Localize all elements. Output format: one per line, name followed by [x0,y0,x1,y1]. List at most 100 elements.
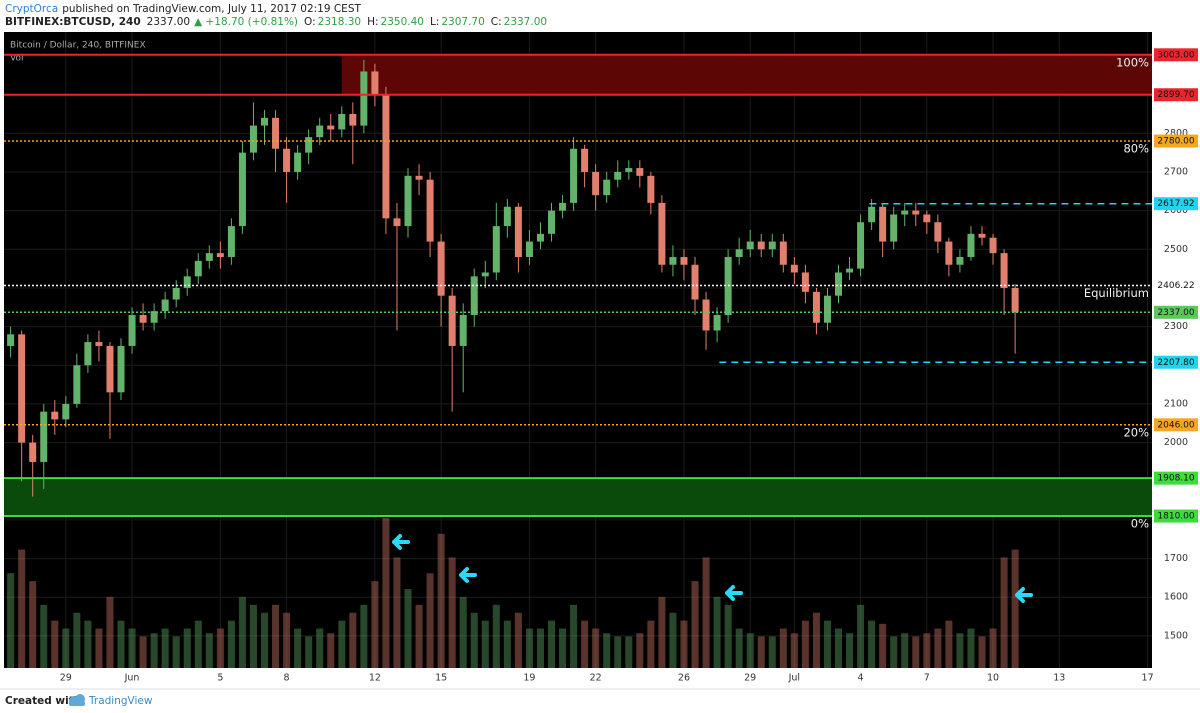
candle-body [525,241,533,258]
candle-body [757,241,765,250]
arrow [1015,587,1033,603]
y-tick-label: 2700 [1164,166,1188,177]
level-note: 80% [1123,142,1149,156]
candle-body [183,276,191,288]
volume-bar [890,636,898,668]
price-tag [1154,305,1198,319]
ohlc-key: O: [304,16,316,28]
volume-bar [437,533,445,668]
x-tick-label: 8 [284,673,290,684]
candle-body [117,345,125,393]
volume-bar [525,628,533,668]
ohlc-value: 2318.30 [318,16,361,28]
arrow [392,534,410,550]
x-axis-area [0,668,1200,688]
volume-bar [989,628,997,668]
candle-body [548,210,556,234]
price-tag-label: 2337.00 [1157,308,1194,318]
volume-bar [857,604,865,668]
author[interactable]: CryptOrca [5,3,58,15]
volume-bar [757,636,765,668]
volume-bar [669,612,677,668]
volume-bar [261,612,269,668]
volume-bar [238,596,246,668]
price-tag [1154,418,1198,432]
volume-bar [945,620,953,668]
price-tag-label: 2899.70 [1157,90,1194,100]
volume-bar [216,628,224,668]
volume-bar [415,604,423,668]
candle-body [868,206,876,223]
volume-bar [702,557,710,668]
candle-body [283,148,291,172]
candle-body [503,206,511,227]
candle-body [779,241,787,265]
candle-body [912,210,920,215]
candle-body [890,214,898,242]
candle-body [1000,253,1008,288]
arrow [459,567,477,583]
volume-bar [40,604,48,668]
volume-bar [1011,549,1019,668]
volume-bar [636,633,644,668]
level-note: Equilibrium [1084,286,1149,300]
candle-body [327,125,335,130]
candle-body [29,442,37,462]
candle-body [823,295,831,323]
ohlc-key: C: [491,16,502,28]
volume-bar [603,633,611,668]
volume-bar [559,628,567,668]
volume-bar [481,620,489,668]
candle-body [51,411,59,420]
candle-body [801,272,809,292]
candle-body [581,148,589,172]
zone [4,478,1152,517]
candle-body [150,311,158,323]
x-tick-label: 13 [1053,673,1065,684]
volume-bar [823,620,831,668]
candle-body [415,175,423,180]
price-tag-label: 1810.00 [1157,512,1194,522]
volume-bar [978,636,986,668]
volume-bar [956,633,964,668]
volume-bar [283,612,291,668]
last-price: 2337.00 [147,16,190,28]
candle-body [437,241,445,296]
volume-bar [183,628,191,668]
candle-body [857,222,865,269]
volume-bar [51,620,59,668]
volume-bar [316,628,324,668]
volume-bar [249,604,257,668]
candle-body [680,257,688,265]
volume-bar [1000,557,1008,668]
volume-bar [404,589,412,668]
volume-bar [161,628,169,668]
volume-bar [570,604,578,668]
volume-bar [205,633,213,668]
ohlc-key: L: [430,16,439,28]
candle-body [603,179,611,196]
candle-body [1011,287,1019,313]
volume-bar [371,581,379,668]
volume-bar [746,633,754,668]
candle-body [559,202,567,211]
volume-bar [647,620,655,668]
x-tick-label: 29 [744,673,756,684]
volume-bar [338,620,346,668]
volume-bar [7,573,15,668]
candle-body [194,260,202,277]
candle-body [846,268,854,273]
footer-text: Created with [5,695,81,707]
candle-body [967,233,975,258]
volume-bar [548,620,556,668]
candle-body [592,171,600,196]
volume-bar [536,628,544,668]
volume-bar [150,633,158,668]
volume-bar [592,628,600,668]
price-tag-label: 2207.80 [1157,358,1194,368]
volume-bar [614,636,622,668]
footer-brand[interactable]: TradingView [88,695,153,707]
symbol: BITFINEX:BTCUSD, 240 [5,16,141,28]
ohlc-value: 2350.40 [381,16,424,28]
candle-body [73,365,81,404]
